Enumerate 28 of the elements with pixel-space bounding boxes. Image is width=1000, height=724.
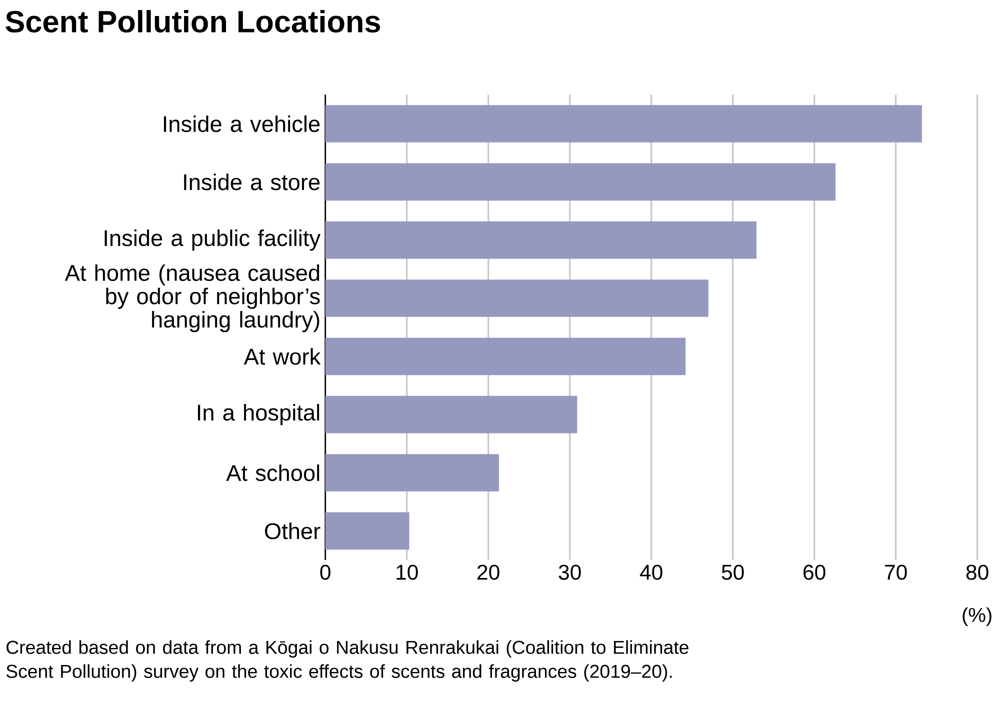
bar [325,338,686,376]
bar [325,512,410,550]
x-tick-label: 0 [320,564,330,580]
y-tick-label: Other [265,522,320,540]
y-tick-label: At work [244,348,321,365]
x-axis-title: (%) [962,607,992,626]
x-tick-label: 30 [558,564,581,580]
y-tick-label: At home (nausea caused by odor of neighbor’s hanging laundry) [64,264,320,332]
bar [325,105,922,142]
x-tick-label: 40 [640,564,662,580]
y-tick-label: At school [226,464,320,482]
x-tick-label: 50 [722,564,744,580]
bar [325,280,708,317]
x-tick-label: 10 [396,564,418,580]
y-tick-label: Inside a vehicle [164,115,320,132]
bar [325,396,578,434]
x-tick-label: 70 [885,564,907,580]
chart-title: Scent Pollution Locations [6,10,380,33]
y-tick-label: In a hospital [198,404,320,426]
x-tick-label: 80 [966,564,988,580]
text: Created based on data from a Kōgai o Nakusu Renrakukai (Coalition to Eliminate Scent Pollution) survey on the toxic effects of scents and fragrances (2019–20). [6,640,688,682]
x-tick-label: 60 [804,564,826,580]
y-tick-label: Inside a store [184,174,320,190]
bar [325,454,499,492]
bar [325,221,756,259]
bar [325,163,836,201]
y-tick-label: Inside a public facility [104,230,321,251]
x-tick-label: 20 [478,564,500,580]
